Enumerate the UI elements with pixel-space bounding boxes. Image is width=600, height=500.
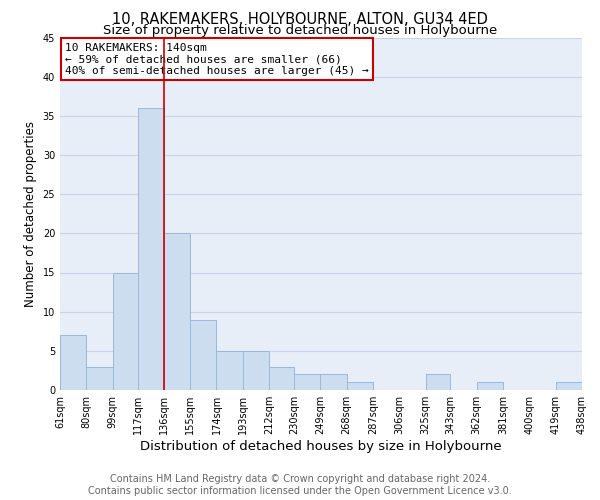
Bar: [60, 335, 86, 390]
Bar: [294, 374, 320, 390]
Bar: [425, 374, 451, 390]
Bar: [320, 374, 347, 390]
Bar: [190, 320, 217, 390]
Bar: [243, 351, 269, 390]
Bar: [164, 234, 190, 390]
Bar: [217, 351, 243, 390]
Bar: [347, 382, 373, 390]
Bar: [556, 382, 582, 390]
Bar: [86, 366, 113, 390]
Text: 10, RAKEMAKERS, HOLYBOURNE, ALTON, GU34 4ED: 10, RAKEMAKERS, HOLYBOURNE, ALTON, GU34 …: [112, 12, 488, 28]
Text: Size of property relative to detached houses in Holybourne: Size of property relative to detached ho…: [103, 24, 497, 37]
Bar: [113, 272, 137, 390]
Bar: [137, 108, 164, 390]
Text: Contains HM Land Registry data © Crown copyright and database right 2024.
Contai: Contains HM Land Registry data © Crown c…: [88, 474, 512, 496]
Text: 10 RAKEMAKERS: 140sqm
← 59% of detached houses are smaller (66)
40% of semi-deta: 10 RAKEMAKERS: 140sqm ← 59% of detached …: [65, 43, 369, 76]
Y-axis label: Number of detached properties: Number of detached properties: [24, 120, 37, 306]
X-axis label: Distribution of detached houses by size in Holybourne: Distribution of detached houses by size …: [140, 440, 502, 453]
Bar: [269, 366, 294, 390]
Bar: [477, 382, 503, 390]
